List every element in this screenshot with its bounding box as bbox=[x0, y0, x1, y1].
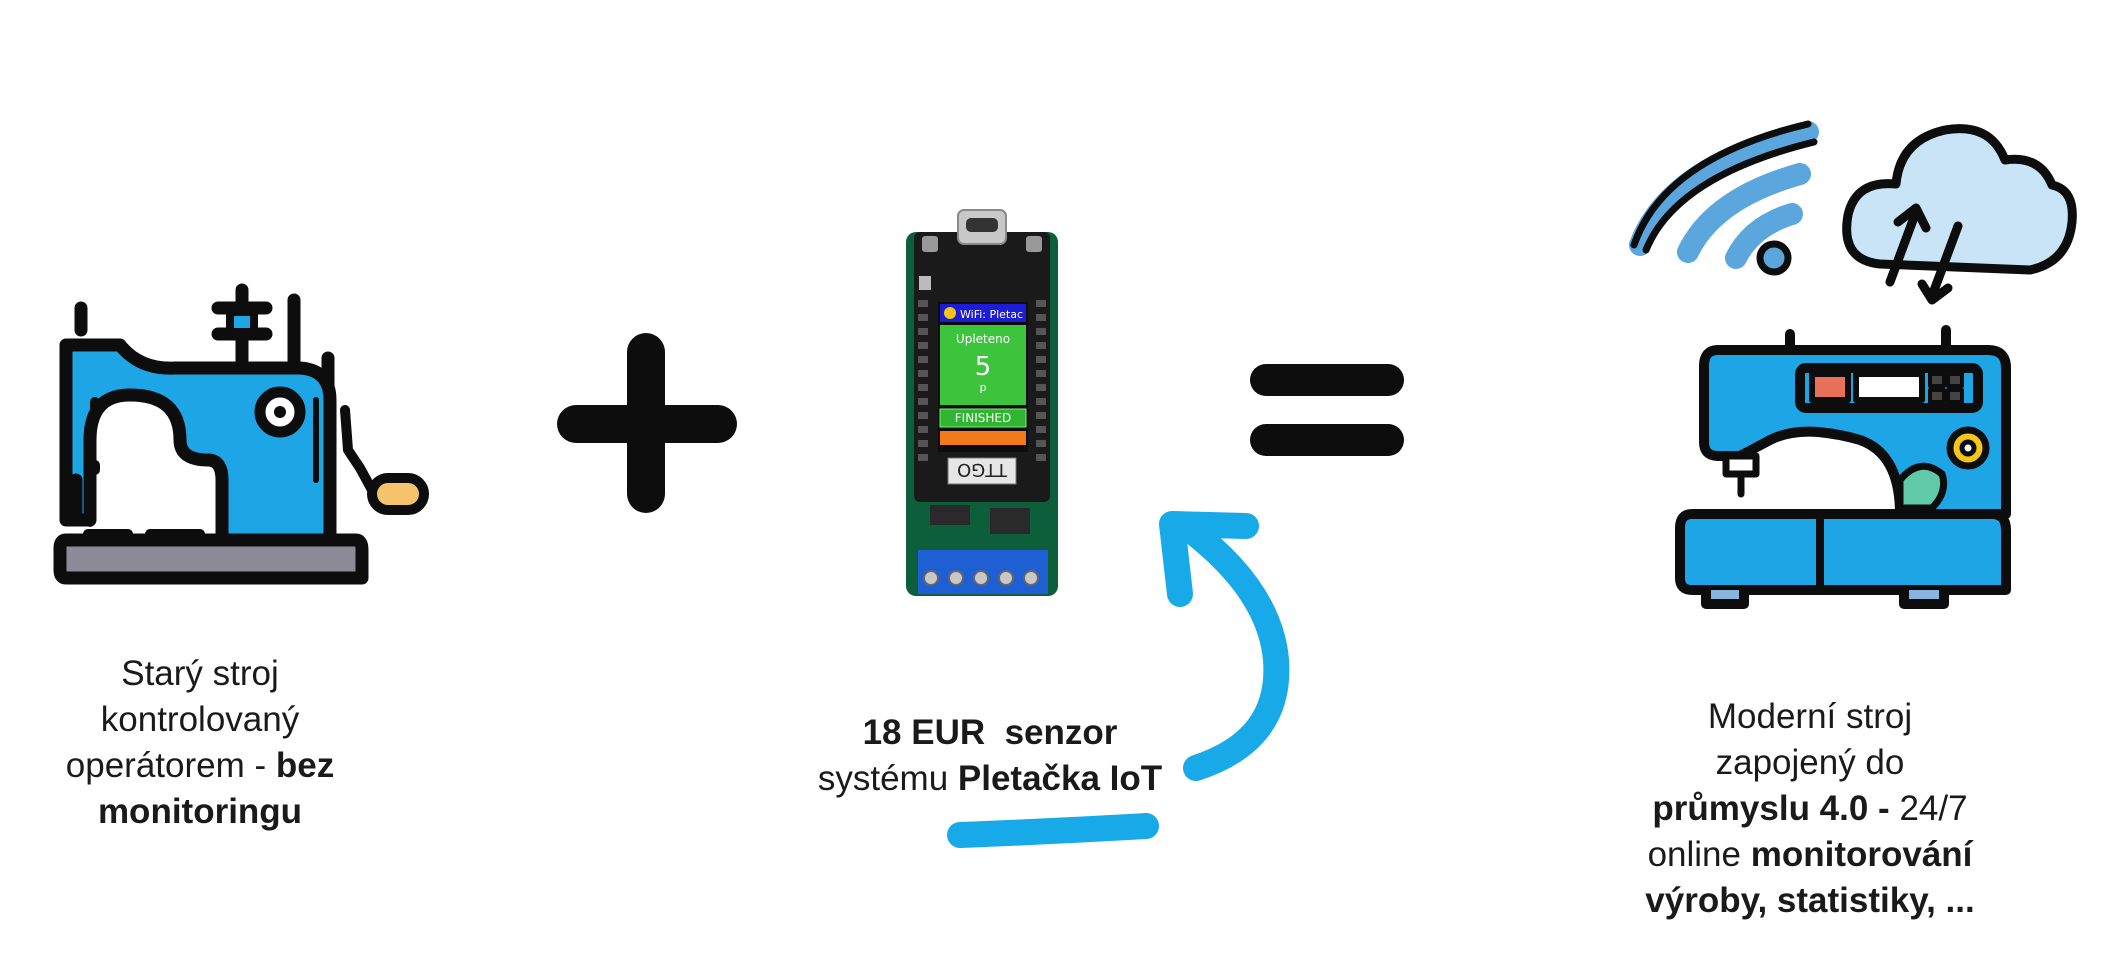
modern-caption-line-2: zapojený do bbox=[1715, 743, 1905, 782]
finished-badge bbox=[939, 408, 1027, 428]
wifi-bar bbox=[940, 304, 1026, 322]
old-caption-line-3-bold: bez bbox=[275, 746, 335, 785]
sensor-price-label: 18 EUR senzor bbox=[862, 713, 1118, 752]
modern-caption-line-4-light: online bbox=[1647, 835, 1751, 874]
sensor-board: WiFi: Pletac Upleteno 5 p FINISHED TTGO bbox=[906, 209, 1058, 596]
wifi-status-icon bbox=[944, 307, 956, 319]
modern-caption-line-4-bold: monitorování bbox=[1750, 835, 1973, 874]
count-unit: p bbox=[980, 381, 987, 394]
modern-caption-line-3-bold: průmyslu 4.0 - bbox=[1652, 789, 1900, 828]
modern-caption-line-3-light: 24/7 bbox=[1899, 789, 1968, 828]
plus-sign-icon bbox=[557, 333, 737, 513]
old-caption-line-3-light: operátorem - bbox=[65, 746, 276, 785]
modern-machine-caption: Moderní stroj zapojený do průmyslu 4.0 -… bbox=[1630, 694, 1990, 924]
pin-header-left bbox=[918, 300, 928, 461]
modern-sewing-machine-icon bbox=[1675, 325, 2011, 609]
sensor-caption: 18 EUR senzor systému Pletačka IoT bbox=[780, 710, 1200, 802]
status-title: Upleteno bbox=[956, 332, 1010, 346]
old-caption-line-1: Starý stroj bbox=[121, 654, 279, 693]
ttgo-label: TTGO bbox=[957, 459, 1008, 480]
old-caption-line-3: operátorem - bez bbox=[40, 743, 360, 789]
sensor-caption-line-1: 18 EUR senzor bbox=[780, 710, 1200, 756]
progress-bar bbox=[940, 431, 1026, 445]
equals-sign-icon bbox=[1250, 364, 1404, 456]
modern-caption-line-3: průmyslu 4.0 - 24/7 bbox=[1630, 786, 1990, 832]
curved-arrow-icon bbox=[947, 511, 1290, 848]
modern-caption-line-5: výroby, statistiky, ... bbox=[1630, 878, 1990, 924]
modern-caption-line-1: Moderní stroj bbox=[1707, 697, 1913, 736]
finished-badge-text: FINISHED bbox=[955, 411, 1011, 425]
sensor-caption-light: systému bbox=[817, 759, 958, 798]
pin-header-right bbox=[1036, 300, 1046, 461]
old-caption-line-4-bold: monitoringu bbox=[97, 792, 303, 831]
old-machine-caption: Starý stroj kontrolovaný operátorem - be… bbox=[40, 651, 360, 835]
old-sewing-machine-icon bbox=[53, 283, 429, 585]
wifi-icon bbox=[1629, 120, 1819, 276]
modern-caption-line-5-bold: výroby, statistiky, ... bbox=[1645, 881, 1975, 920]
wifi-label: WiFi: Pletac bbox=[960, 308, 1023, 321]
status-panel bbox=[940, 325, 1026, 405]
old-caption-line-2: kontrolovaný bbox=[100, 700, 300, 739]
cloud-sync-icon bbox=[1842, 124, 2077, 305]
sensor-system-name: Pletačka IoT bbox=[957, 759, 1163, 798]
sensor-caption-line-2: systému Pletačka IoT bbox=[780, 756, 1200, 802]
old-caption-line-4: monitoringu bbox=[40, 789, 360, 835]
modern-caption-line-4: online monitorování bbox=[1630, 832, 1990, 878]
count-value: 5 bbox=[975, 352, 992, 382]
